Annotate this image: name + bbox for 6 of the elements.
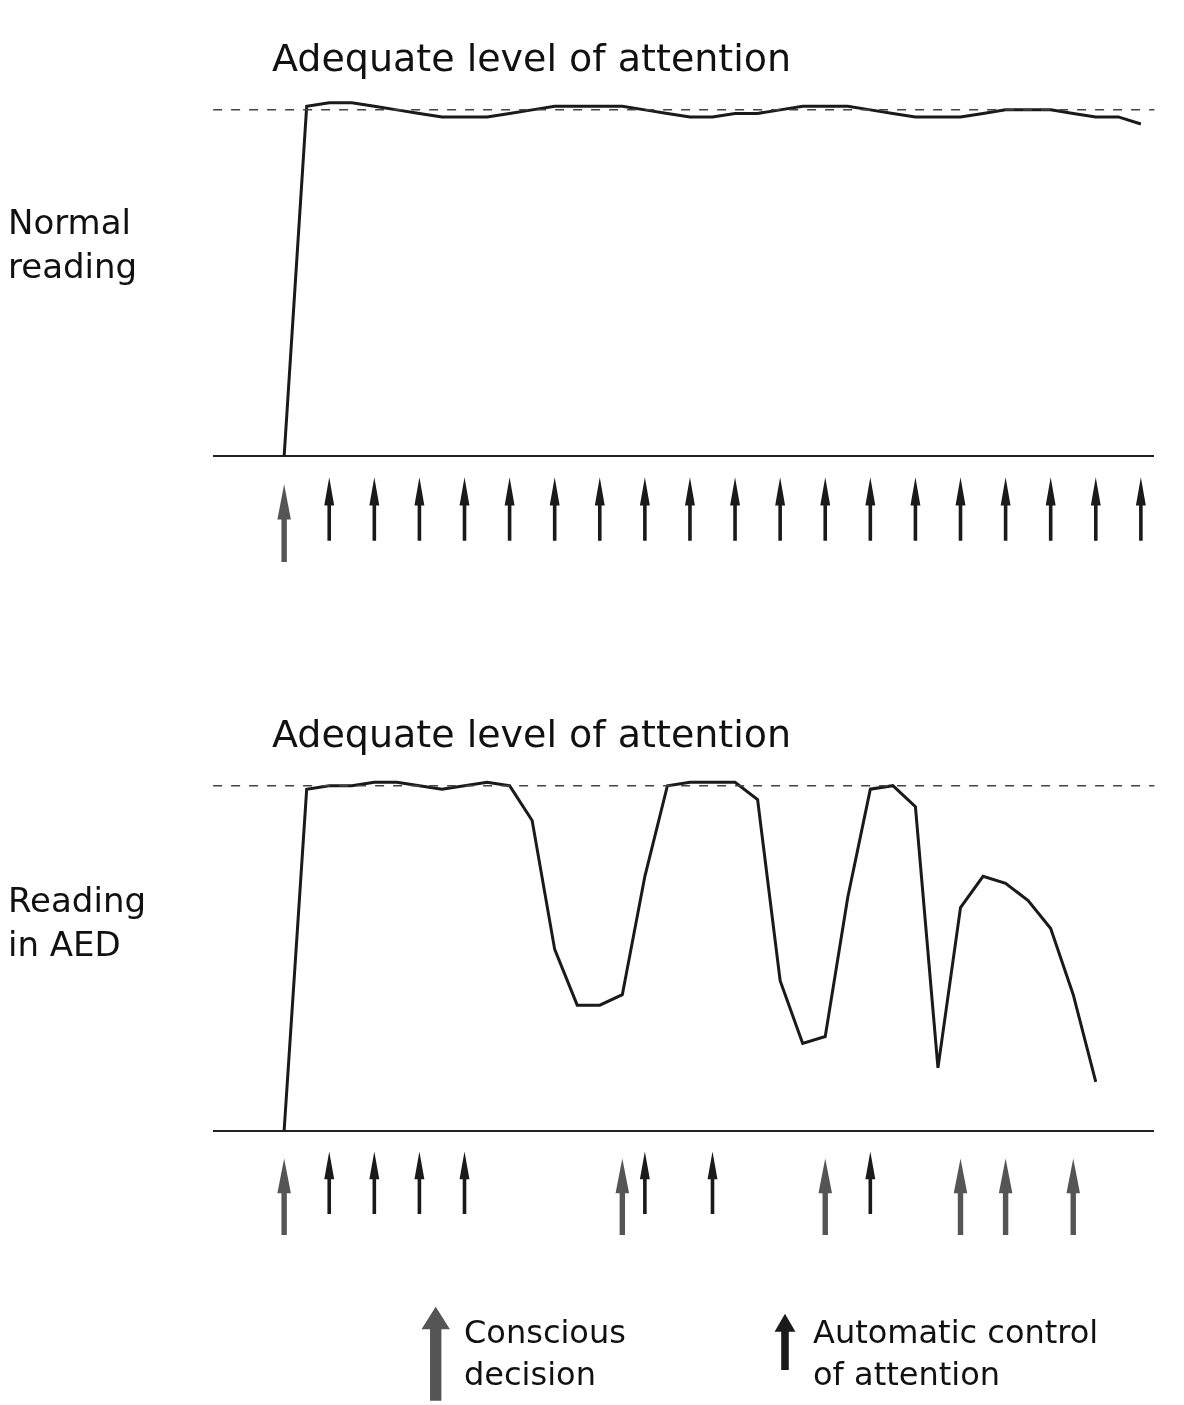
- ref-line-label: Adequate level of attention: [272, 36, 792, 80]
- ref-line-label: Adequate level of attention: [272, 712, 792, 756]
- y-axis-title: Normal reading: [8, 202, 138, 287]
- text: Automatic control of attention: [813, 1313, 1099, 1393]
- y-axis-title: Reading in AED: [8, 880, 147, 965]
- text: Conscious decision: [464, 1313, 626, 1393]
